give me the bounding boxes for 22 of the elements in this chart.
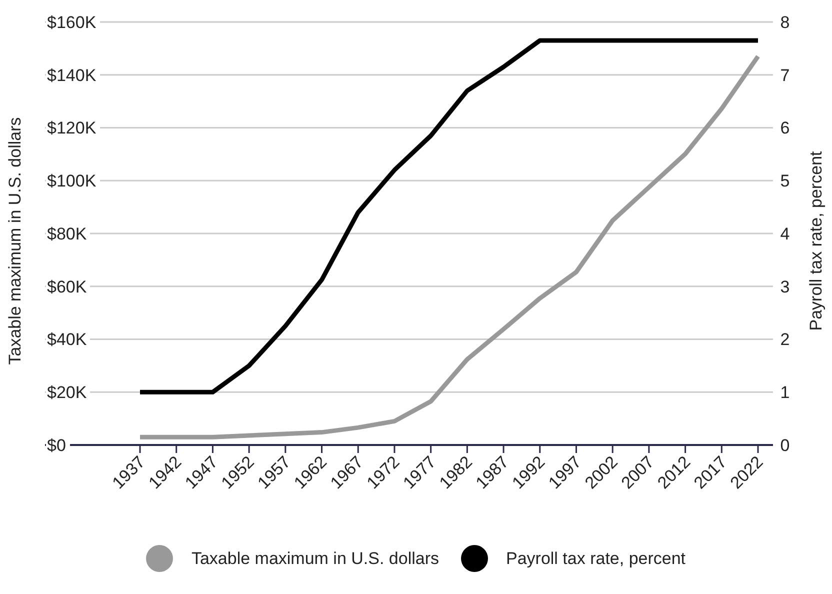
y2-tick-label: 2	[780, 330, 790, 350]
y2-axis-title: Payroll tax rate, percent	[806, 150, 826, 331]
y2-tick-label: 1	[780, 383, 790, 402]
y2-tick-label: 8	[780, 12, 790, 32]
y-tick-label: $20K	[47, 383, 88, 402]
y-tick-label: $60K	[47, 277, 88, 296]
y-tick-label: $100K	[47, 172, 97, 191]
y2-tick-label: 4	[780, 224, 790, 244]
y2-tick-label: 0	[780, 436, 790, 455]
y-tick-label: $160K	[47, 12, 97, 32]
y-tick-label: $80K	[47, 224, 88, 244]
y2-tick-label: 3	[780, 277, 790, 296]
y-tick-label: $120K	[47, 118, 97, 138]
y2-tick-label: 5	[780, 172, 790, 191]
y-axis-title: Taxable maximum in U.S. dollars	[6, 117, 24, 365]
y-tick-label: $0	[47, 436, 66, 455]
y-tick-label: $40K	[47, 330, 88, 350]
legend-label: Payroll tax rate, percent	[506, 548, 686, 568]
legend-label: Taxable maximum in U.S. dollars	[191, 548, 439, 568]
y2-tick-label: 6	[780, 118, 790, 138]
y-tick-label: $140K	[47, 66, 97, 85]
y2-tick-label: 7	[780, 66, 790, 85]
